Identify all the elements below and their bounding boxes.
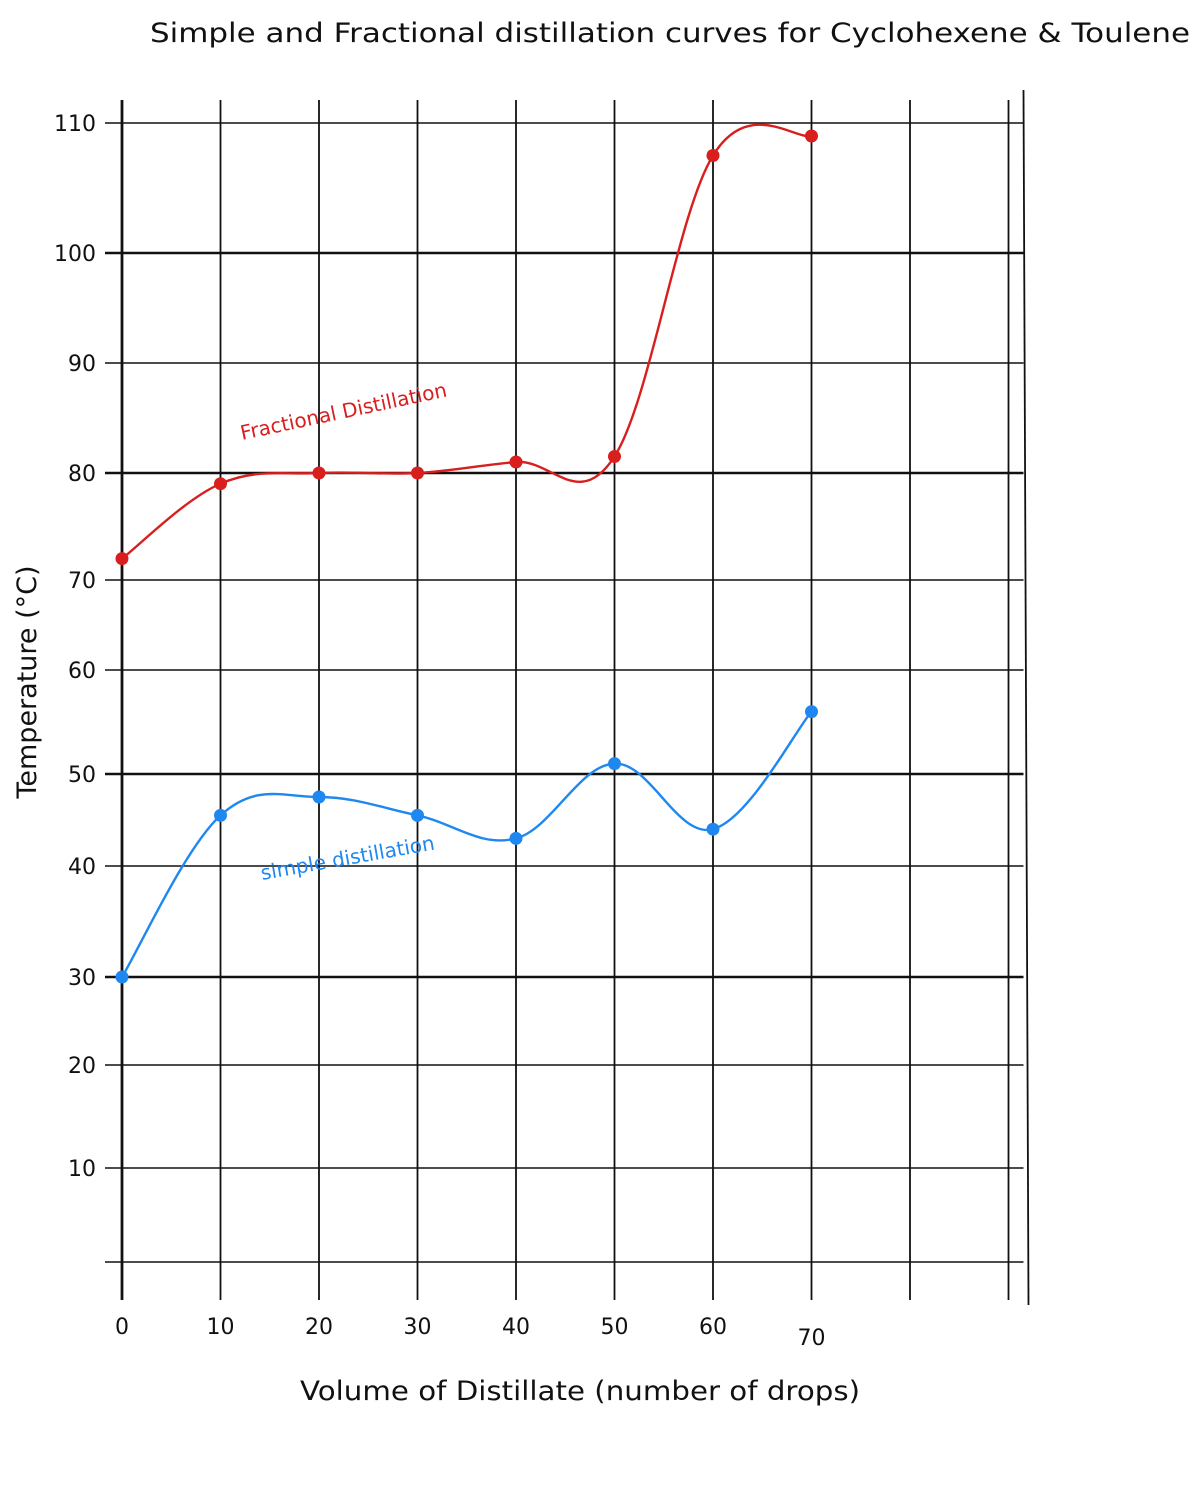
data-point-s1-4 <box>509 831 523 845</box>
data-point-s1-3 <box>411 808 424 822</box>
data-point-s0-1 <box>214 477 227 491</box>
y-tick-label: 110 <box>54 112 96 137</box>
data-point-s0-3 <box>411 466 424 480</box>
data-point-s1-7 <box>805 705 818 719</box>
y-tick-label: 60 <box>68 659 96 684</box>
y-tick-label: 40 <box>68 855 96 880</box>
y-tick-label: 70 <box>68 569 96 594</box>
grid-lines <box>105 89 1030 1306</box>
data-point-s0-2 <box>312 466 326 480</box>
x-tick-label: 40 <box>502 1315 530 1340</box>
y-tick-label: 10 <box>68 1157 96 1182</box>
gridline-v-end <box>1022 89 1030 1306</box>
series-line-1 <box>120 710 813 979</box>
data-point-s1-2 <box>312 790 326 804</box>
y-tick-label: 90 <box>68 352 96 377</box>
simple-series-label: simple distillation <box>259 831 437 885</box>
data-point-s0-5 <box>608 450 621 463</box>
x-tick-label: 10 <box>207 1315 235 1340</box>
data-point-s0-0 <box>115 552 129 566</box>
x-tick-label: 50 <box>601 1315 629 1340</box>
x-tick-label: 70 <box>798 1326 826 1351</box>
data-point-s0-4 <box>509 455 523 469</box>
data-point-s1-5 <box>608 757 621 771</box>
y-tick-label: 30 <box>68 966 96 991</box>
chart-title: Simple and Fractional distillation curve… <box>150 18 1190 49</box>
series-line-0 <box>120 123 813 560</box>
x-tick-label: 0 <box>115 1315 129 1340</box>
x-tick-label: 20 <box>305 1315 333 1340</box>
data-point-s1-0 <box>115 970 129 984</box>
data-point-s0-6 <box>706 149 720 162</box>
x-tick-label: 30 <box>404 1315 432 1340</box>
series-layer <box>115 123 818 984</box>
data-point-s0-7 <box>805 129 818 143</box>
data-point-s1-1 <box>214 808 227 822</box>
y-tick-label: 20 <box>68 1054 96 1079</box>
data-point-s1-6 <box>706 822 720 836</box>
x-tick-label: 60 <box>699 1315 727 1340</box>
y-tick-label: 50 <box>68 763 96 788</box>
y-tick-label: 80 <box>68 462 96 487</box>
y-axis-label: Temperature (°C) <box>12 565 43 799</box>
tick-labels: 10 20 30 40 50 60 70 80 90 100 110 0 10 20 30 40 50 60 70 <box>54 112 826 1351</box>
x-axis-label: Volume of Distillate (number of drops) <box>300 1376 860 1407</box>
y-tick-label: 100 <box>54 242 96 267</box>
